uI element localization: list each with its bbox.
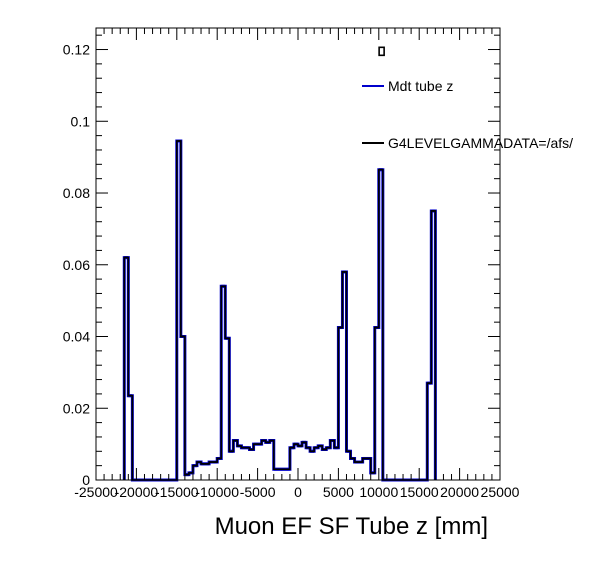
series-1 <box>123 140 437 481</box>
x-tick-label: 15000 <box>400 484 439 500</box>
x-tick-label: 0 <box>294 484 302 500</box>
y-tick-label: 0.1 <box>71 113 91 129</box>
histogram-outline <box>123 140 437 481</box>
legend: Mdt tube z G4LEVELGAMMADATA=/afs/ <box>362 78 573 151</box>
y-tick-label: 0 <box>82 472 90 488</box>
y-tick-label: 0.08 <box>63 185 90 201</box>
x-axis-label: Muon EF SF Tube z [mm] <box>215 513 488 540</box>
axes-layer: -25000-20000-15000-10000 -5000 0 5000 10000 1… <box>63 27 520 500</box>
y-tick-label: 0.06 <box>63 257 90 273</box>
x-tick-label: -20000 <box>115 484 159 500</box>
histogram-layer <box>122 46 437 482</box>
histogram-outline <box>122 139 437 482</box>
plot-frame <box>95 27 501 481</box>
y-tick-label: 0.02 <box>63 400 90 416</box>
y-tick-label: 0.12 <box>63 42 90 58</box>
x-tick-label: -5000 <box>240 484 276 500</box>
x-tick-label: 5000 <box>323 484 354 500</box>
x-tick-label: -25000 <box>74 484 118 500</box>
legend-label-mdt: Mdt tube z <box>388 78 453 94</box>
x-tick-label: 10000 <box>359 484 398 500</box>
x-tick-label: -15000 <box>155 484 199 500</box>
series-0 <box>122 139 437 482</box>
y-tick-label: 0.04 <box>63 329 90 345</box>
legend-label-g4: G4LEVELGAMMADATA=/afs/ <box>388 135 573 151</box>
x-tick-label: -10000 <box>195 484 239 500</box>
x-tick-label: 20000 <box>440 484 479 500</box>
data-marker <box>378 46 385 57</box>
x-tick-label: 25000 <box>481 484 520 500</box>
